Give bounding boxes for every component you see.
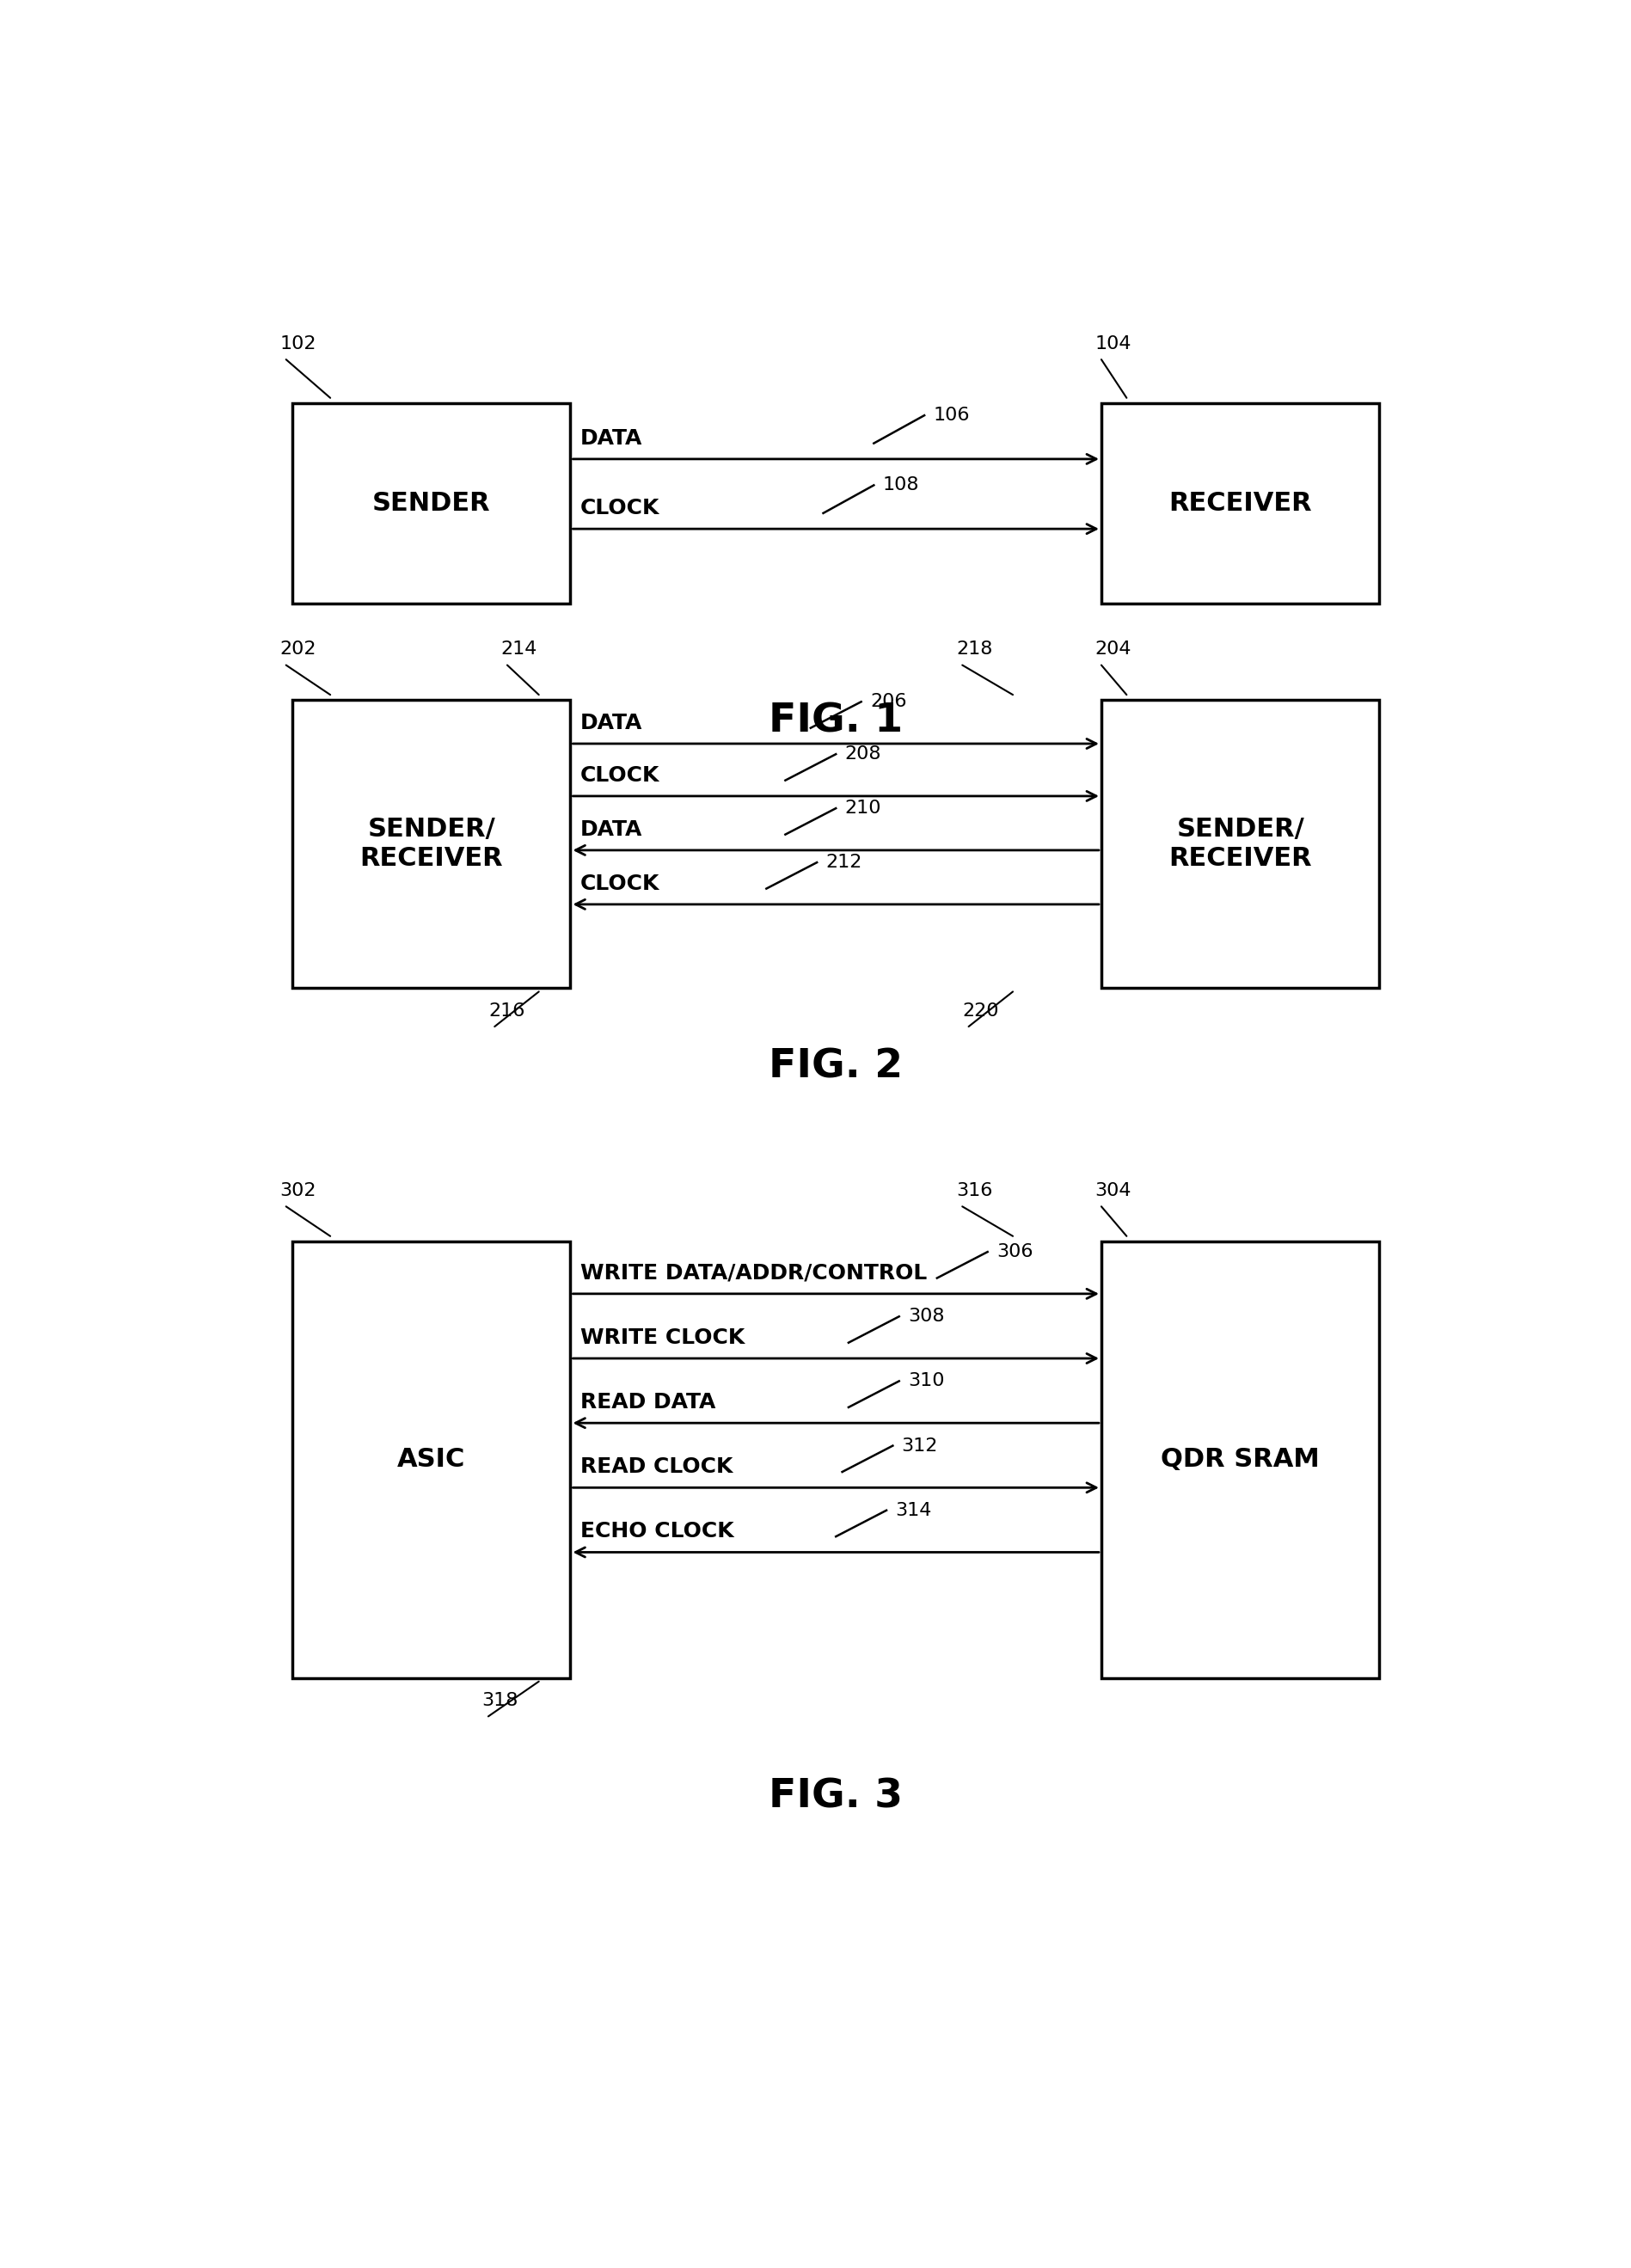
- Text: FIG. 3: FIG. 3: [768, 1778, 904, 1817]
- Text: 216: 216: [488, 1002, 525, 1021]
- Text: SENDER/
RECEIVER: SENDER/ RECEIVER: [360, 816, 502, 871]
- Text: CLOCK: CLOCK: [581, 764, 661, 785]
- Text: 102: 102: [281, 336, 316, 352]
- Text: READ DATA: READ DATA: [581, 1393, 716, 1413]
- Text: READ CLOCK: READ CLOCK: [581, 1456, 732, 1476]
- Text: 306: 306: [997, 1243, 1032, 1261]
- Text: 214: 214: [501, 642, 537, 658]
- Text: RECEIVER: RECEIVER: [1169, 492, 1311, 517]
- Text: 106: 106: [933, 406, 970, 424]
- Text: 304: 304: [1094, 1182, 1132, 1200]
- Text: 220: 220: [962, 1002, 998, 1021]
- Text: 206: 206: [869, 694, 907, 710]
- Bar: [1101, 404, 1380, 603]
- Text: SENDER: SENDER: [372, 492, 491, 517]
- Text: 108: 108: [882, 476, 920, 494]
- Text: DATA: DATA: [581, 712, 643, 733]
- Text: 314: 314: [895, 1501, 931, 1520]
- Text: DATA: DATA: [581, 429, 643, 449]
- Text: 312: 312: [902, 1438, 938, 1454]
- Text: 308: 308: [908, 1309, 944, 1325]
- Text: 212: 212: [825, 853, 863, 871]
- Text: QDR SRAM: QDR SRAM: [1161, 1447, 1319, 1472]
- Text: 310: 310: [908, 1372, 944, 1390]
- Text: CLOCK: CLOCK: [581, 873, 661, 894]
- Text: SENDER/
RECEIVER: SENDER/ RECEIVER: [1169, 816, 1311, 871]
- Text: ASIC: ASIC: [398, 1447, 465, 1472]
- Text: 218: 218: [956, 642, 992, 658]
- Text: WRITE CLOCK: WRITE CLOCK: [581, 1327, 745, 1347]
- Bar: [292, 701, 571, 989]
- Text: 302: 302: [281, 1182, 316, 1200]
- Text: 316: 316: [956, 1182, 992, 1200]
- Bar: [1101, 701, 1380, 989]
- Text: 208: 208: [845, 746, 881, 762]
- Bar: [1101, 1241, 1380, 1678]
- Text: 318: 318: [483, 1692, 519, 1710]
- Text: WRITE DATA/ADDR/CONTROL: WRITE DATA/ADDR/CONTROL: [581, 1263, 928, 1284]
- Text: FIG. 2: FIG. 2: [768, 1048, 904, 1086]
- Text: 210: 210: [845, 801, 881, 816]
- Text: 202: 202: [281, 642, 316, 658]
- Bar: [292, 404, 571, 603]
- Text: CLOCK: CLOCK: [581, 497, 661, 519]
- Text: 204: 204: [1094, 642, 1132, 658]
- Text: FIG. 1: FIG. 1: [768, 701, 904, 739]
- Text: DATA: DATA: [581, 819, 643, 839]
- Bar: [292, 1241, 571, 1678]
- Text: ECHO CLOCK: ECHO CLOCK: [581, 1522, 734, 1542]
- Text: 104: 104: [1094, 336, 1132, 352]
